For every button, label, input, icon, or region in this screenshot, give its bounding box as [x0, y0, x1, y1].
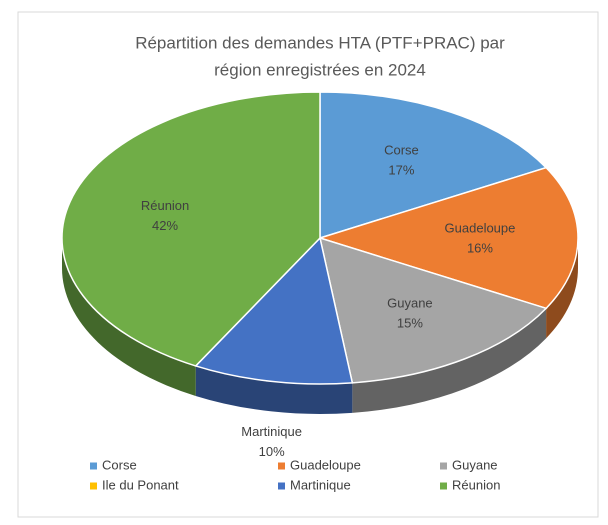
legend-label: Martinique	[290, 477, 351, 492]
chart-title: Répartition des demandes HTA (PTF+PRAC) …	[135, 33, 505, 52]
legend-label: Corse	[102, 457, 137, 472]
legend-label: Réunion	[452, 477, 500, 492]
data-label-name: Corse	[384, 143, 419, 158]
data-label-name: Guyane	[387, 295, 433, 310]
data-label: 15%	[397, 315, 423, 330]
chart-title: région enregistrées en 2024	[214, 60, 426, 79]
legend-swatch	[278, 482, 285, 490]
slice-side	[546, 238, 578, 339]
slice	[194, 236, 354, 385]
data-label-name: Réunion	[141, 198, 189, 213]
data-label: 16%	[467, 240, 493, 255]
data-label-name: Martinique	[241, 424, 302, 439]
legend-label: Guadeloupe	[290, 457, 361, 472]
legend-label: Guyane	[452, 457, 498, 472]
slice-side	[62, 238, 196, 396]
legend-swatch	[440, 462, 447, 470]
legend-swatch	[90, 462, 97, 470]
slice-side	[352, 308, 547, 413]
slice	[318, 236, 548, 384]
slice	[317, 166, 579, 310]
slice-side	[195, 365, 353, 414]
legend-swatch	[440, 482, 447, 490]
slice	[61, 91, 321, 367]
data-label: 17%	[388, 163, 414, 178]
legend-swatch	[278, 462, 285, 470]
legend-label: Ile du Ponant	[102, 477, 179, 492]
data-label: 42%	[152, 218, 178, 233]
data-label: 10%	[259, 444, 285, 459]
data-label-name: Guadeloupe	[445, 220, 516, 235]
slice	[319, 91, 548, 240]
legend-swatch	[90, 482, 97, 490]
